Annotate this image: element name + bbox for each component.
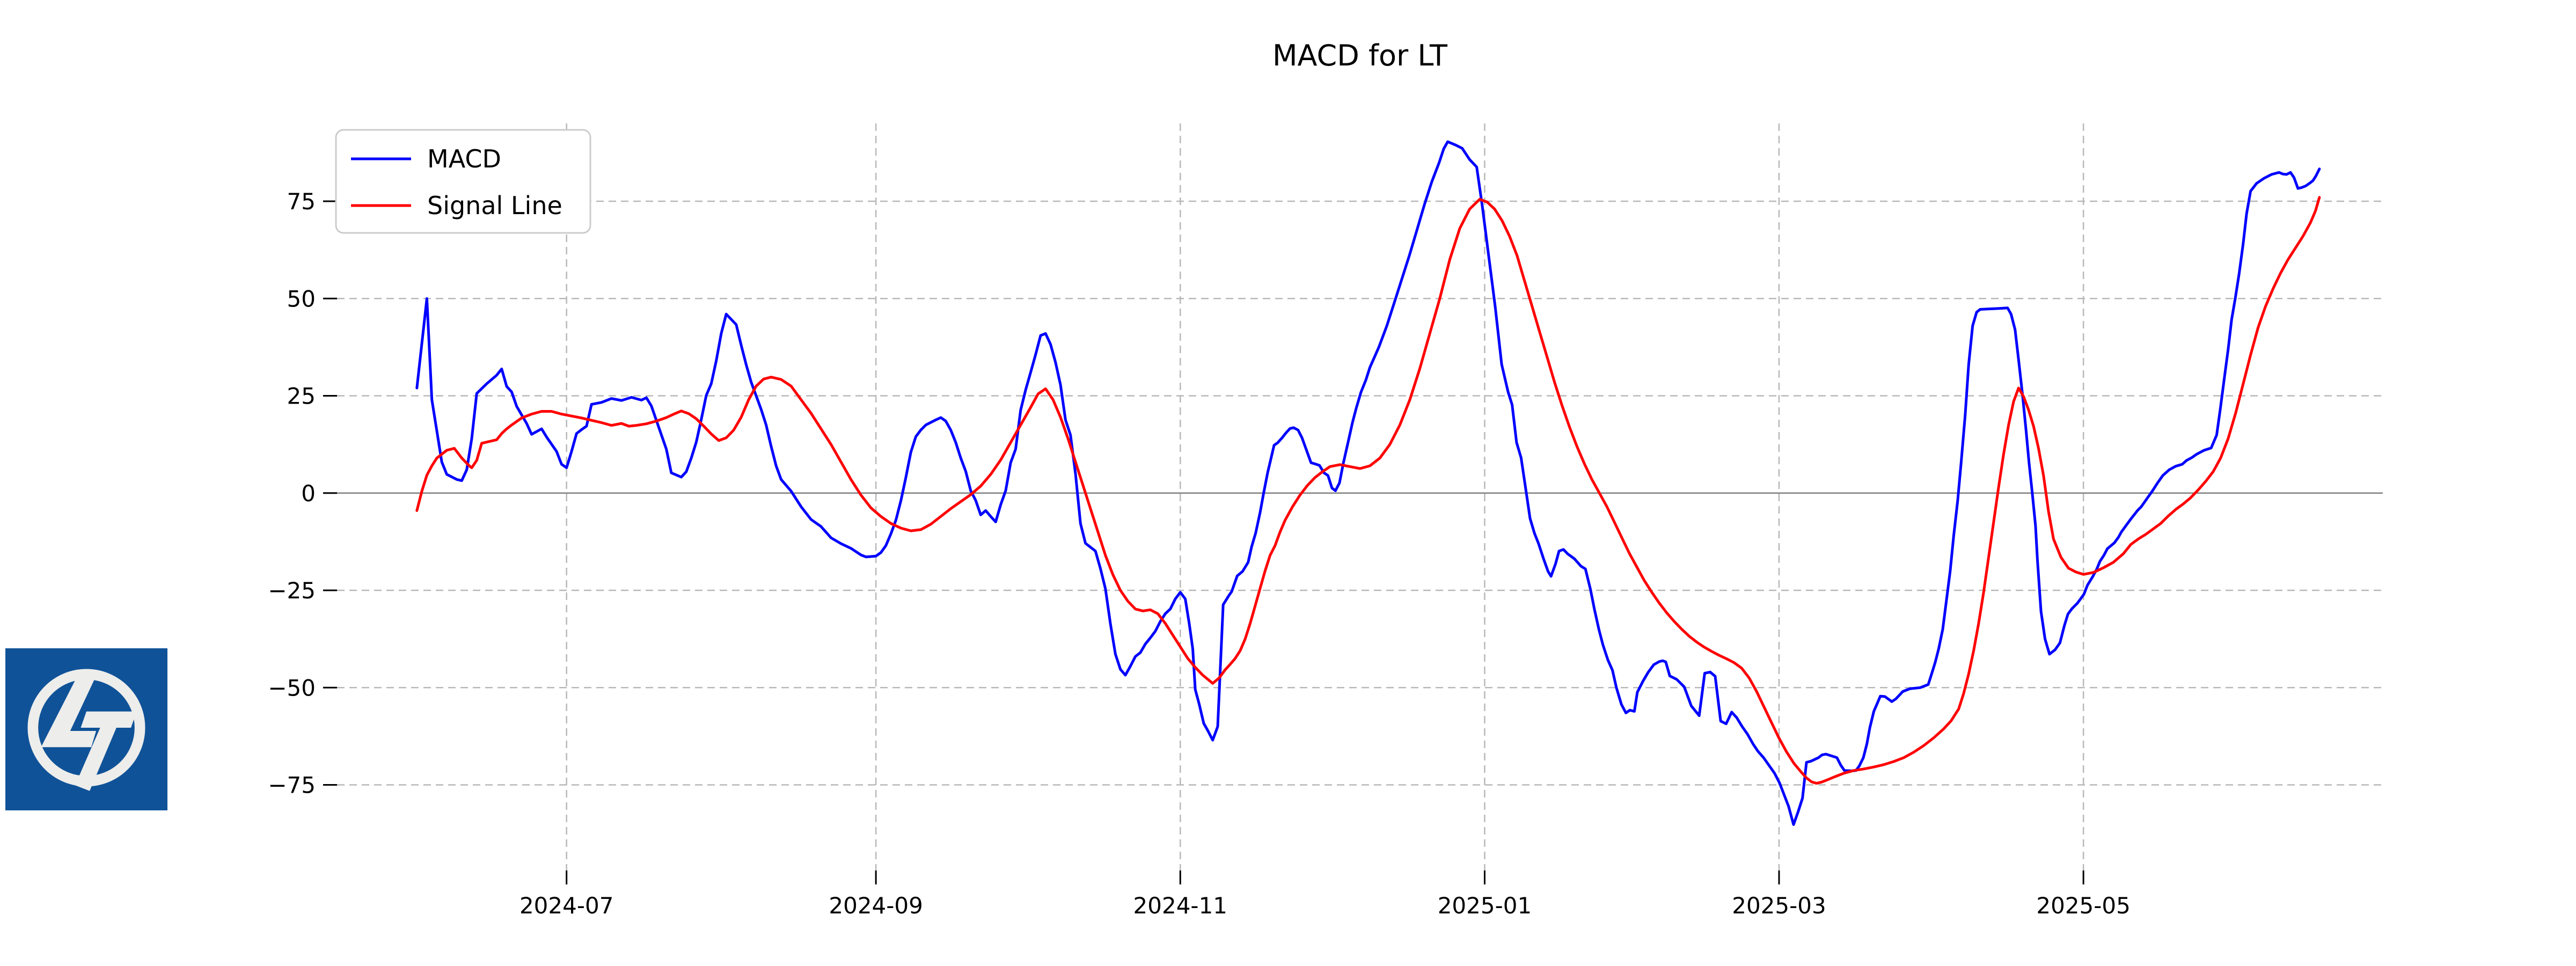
y-tick-label: −75	[268, 772, 316, 799]
series-line-macd	[415, 140, 2321, 826]
axis-ticks	[323, 200, 2084, 884]
axis-tick-labels: 75 50 25 0 −25 −50 −75 2024-07 2024-09 2024-11 202…	[268, 188, 2131, 919]
y-tick-label: −50	[268, 675, 316, 701]
series-line-signal-line	[415, 196, 2321, 785]
legend-label: MACD	[427, 144, 501, 173]
lt-emblem-icon	[27, 669, 145, 791]
y-tick-label: 50	[287, 286, 316, 312]
x-tick-label: 2025-05	[2036, 892, 2131, 919]
y-tick-label: 75	[287, 188, 316, 215]
legend-label: Signal Line	[427, 191, 562, 220]
x-tick-label: 2024-11	[1133, 892, 1228, 919]
y-tick-label: −25	[268, 577, 316, 604]
x-tick-label: 2025-03	[1732, 892, 1826, 919]
legend-box: MACD Signal Line	[335, 129, 591, 234]
x-tick-label: 2024-09	[829, 892, 923, 919]
y-tick-label: 25	[287, 383, 316, 409]
y-tick-label: 0	[301, 480, 316, 507]
chart-title: MACD for LT	[1272, 39, 1448, 72]
x-tick-label: 2025-01	[1438, 892, 1532, 919]
grid-lines	[337, 123, 2383, 870]
data-series-lines	[415, 140, 2321, 826]
lt-company-logo	[5, 648, 167, 810]
x-tick-label: 2024-07	[519, 892, 614, 919]
